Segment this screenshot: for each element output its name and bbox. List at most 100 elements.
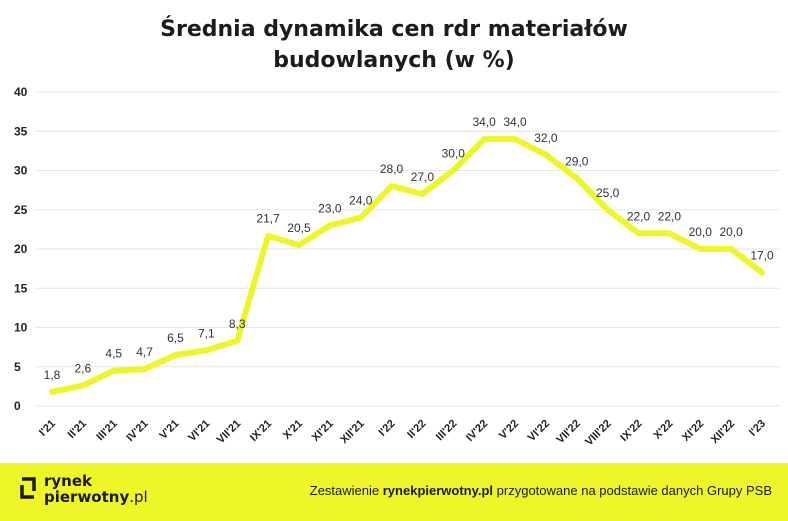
- data-label: 32,0: [534, 131, 558, 145]
- footer-bar: rynek pierwotny.pl Zestawienie rynekpier…: [0, 463, 788, 521]
- source-note: Zestawienie rynekpierwotny.pl przygotowa…: [310, 483, 772, 498]
- logo-bracket-icon: [20, 477, 36, 499]
- source-note-site: rynekpierwotny.pl: [382, 483, 494, 498]
- data-label: 29,0: [565, 154, 589, 168]
- y-tick-label: 10: [14, 321, 28, 335]
- x-tick-label: X'22: [651, 418, 675, 442]
- x-tick-label: XII'21: [338, 418, 367, 447]
- data-point: [698, 247, 703, 251]
- data-label: 7,1: [198, 326, 215, 340]
- chart-title-line-2: budowlanych (w %): [273, 48, 515, 73]
- data-point: [543, 152, 548, 157]
- data-point: [173, 352, 178, 357]
- data-points: [50, 137, 764, 394]
- x-tick-label: X'21: [281, 418, 305, 442]
- data-point: [111, 368, 116, 373]
- data-point: [80, 383, 85, 388]
- data-label: 25,0: [596, 186, 620, 200]
- x-tick-label: XI'21: [310, 418, 336, 444]
- data-point: [729, 247, 734, 251]
- data-labels: 1,8 2,6 4,5 4,7 6,5 7,1 8,3 21,7 20,5 23,0 24,0 28,…: [44, 115, 774, 382]
- chart-title: Średnia dynamika cen rdr materiałów budo…: [0, 14, 788, 76]
- x-tick-label: II'21: [66, 418, 89, 441]
- grid-lines: [35, 91, 780, 407]
- data-label: 22,0: [658, 209, 682, 223]
- x-tick-label: VII'22: [554, 418, 583, 447]
- data-point: [513, 137, 518, 142]
- x-tick-label: IV'22: [464, 418, 490, 444]
- x-tick-label: VI'22: [526, 418, 552, 444]
- x-tick-label: I'21: [37, 418, 58, 439]
- x-tick-label: I'22: [377, 418, 398, 439]
- data-label: 4,7: [136, 345, 153, 359]
- data-label: 34,0: [503, 115, 527, 129]
- data-label: 27,0: [411, 170, 435, 184]
- chart-title-line-1: Średnia dynamika cen rdr materiałów: [160, 17, 628, 42]
- logo-line-2: pierwotny.pl: [44, 489, 148, 505]
- x-tick-label: IX'22: [618, 418, 644, 444]
- logo-line-2-name: pierwotny: [44, 488, 130, 506]
- source-note-suffix: przygotowane na podstawie danych Grupy P…: [493, 483, 772, 498]
- data-point: [358, 215, 363, 220]
- x-tick-label: III'22: [434, 418, 459, 443]
- x-axis-ticks: I'21 II'21 III'21 IV'21 V'21 VI'21 VII'21 IX'21…: [37, 418, 768, 449]
- data-label: 17,0: [750, 249, 774, 263]
- x-tick-label: II'22: [405, 418, 428, 441]
- x-tick-label: IV'21: [124, 418, 150, 444]
- data-point: [296, 243, 301, 248]
- data-label: 1,8: [44, 368, 61, 382]
- x-tick-label: XI'22: [680, 418, 706, 444]
- rynekpierwotny-logo[interactable]: rynek pierwotny.pl: [20, 473, 150, 513]
- data-label: 4,5: [105, 347, 122, 361]
- data-label: 21,7: [256, 212, 280, 226]
- x-tick-label: XII'22: [709, 418, 738, 447]
- data-label: 2,6: [75, 362, 92, 376]
- logo-domain: .pl: [129, 488, 148, 506]
- data-point: [420, 192, 425, 197]
- data-label: 6,5: [167, 331, 184, 345]
- data-point: [235, 338, 240, 343]
- x-tick-label: VIII'22: [583, 418, 614, 449]
- data-point: [266, 233, 271, 238]
- data-label: 28,0: [380, 162, 404, 176]
- data-label: 30,0: [442, 147, 466, 161]
- data-point: [605, 207, 610, 212]
- data-point: [327, 223, 332, 228]
- x-tick-label: VII'21: [215, 418, 244, 447]
- data-point: [451, 168, 456, 173]
- y-tick-label: 0: [14, 399, 21, 413]
- x-tick-label: VI'21: [186, 418, 212, 444]
- x-tick-label: IX'21: [248, 418, 274, 444]
- data-point: [760, 270, 764, 275]
- logo-line-1: rynek: [44, 472, 93, 490]
- y-axis-ticks: 0 5 10 15 20 25 30 35 40: [14, 85, 28, 413]
- line-chart: 0 5 10 15 20 25 30 35 40 I'21 II'21 III'21 IV'21 V'2…: [14, 85, 780, 449]
- data-label: 23,0: [318, 201, 342, 215]
- x-tick-label: I'23: [747, 418, 768, 439]
- data-label: 22,0: [627, 209, 651, 223]
- data-point: [574, 176, 579, 181]
- data-label: 20,0: [719, 225, 743, 239]
- x-tick-label: V'21: [157, 418, 181, 442]
- x-tick-label: V'22: [497, 418, 521, 442]
- data-label: 20,0: [689, 225, 713, 239]
- data-point: [667, 231, 672, 236]
- series-line: [49, 136, 765, 395]
- y-tick-label: 5: [14, 360, 21, 374]
- y-tick-label: 35: [14, 124, 28, 138]
- data-point: [204, 348, 209, 353]
- y-tick-label: 40: [14, 85, 28, 99]
- data-label: 34,0: [472, 115, 496, 129]
- data-point: [389, 184, 394, 189]
- y-tick-label: 30: [14, 164, 28, 178]
- data-label: 20,5: [287, 221, 311, 235]
- data-point: [50, 389, 54, 394]
- logo-wordmark: rynek pierwotny.pl: [44, 473, 148, 505]
- data-label: 24,0: [349, 194, 373, 208]
- x-tick-label: III'21: [94, 418, 119, 443]
- data-point: [482, 137, 487, 142]
- source-note-prefix: Zestawienie: [309, 483, 383, 498]
- data-point: [636, 231, 641, 236]
- data-point: [142, 367, 147, 372]
- y-tick-label: 15: [14, 281, 28, 295]
